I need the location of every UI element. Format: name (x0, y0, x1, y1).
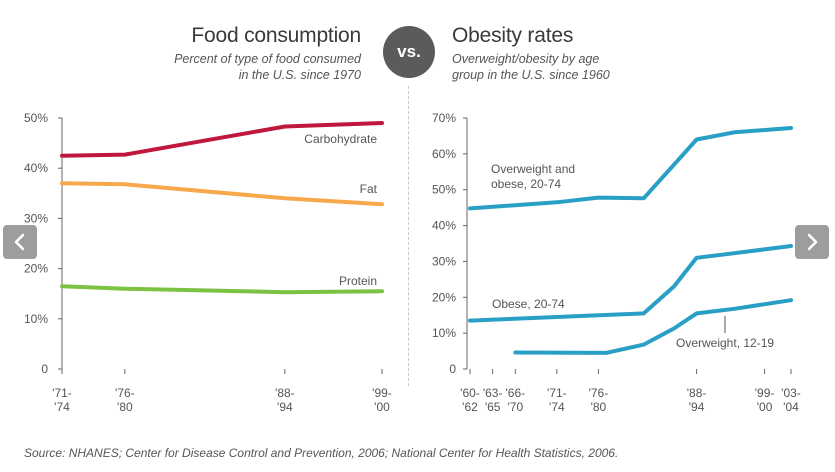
vs-badge: vs. (383, 26, 435, 78)
obesity-y-tick-label: 10% (432, 326, 456, 340)
obesity-series-label: Overweight, 12-19 (676, 336, 774, 350)
food-x-tick-label: '94 (277, 400, 293, 414)
obesity-series-line-2 (468, 244, 793, 323)
right-chart-title: Obesity rates (452, 24, 574, 47)
food-y-tick-label: 20% (24, 262, 48, 276)
obesity-x-tick-label: '62 (462, 400, 478, 414)
obesity-x-tick-label: '80 (591, 400, 607, 414)
obesity-x-tick-label: '94 (689, 400, 705, 414)
left-subtitle-line-1: Percent of type of food consumed (174, 52, 361, 66)
obesity-x-tick-label: '04 (783, 400, 799, 414)
food-y-tick-label: 0 (41, 362, 48, 376)
food-series-line-1 (60, 121, 384, 158)
obesity-chart: 0 10% 20% 30% 40% 50% 60% 70% '60-'62 '63-'65 '66-… (432, 111, 801, 414)
food-y-tick-label: 50% (24, 111, 48, 125)
food-x-tick-label: '80 (117, 400, 133, 414)
food-y-tick-label: 30% (24, 211, 48, 225)
obesity-x-tick-label: '71- (547, 386, 567, 400)
food-series-label: Carbohydrate (304, 132, 377, 146)
next-slide-button[interactable] (795, 225, 829, 259)
food-y-tick-label: 10% (24, 312, 48, 326)
food-x-tick-label: '74 (54, 400, 70, 414)
obesity-y-tick-label: 20% (432, 290, 456, 304)
right-subtitle-line-2: group in the U.S. since 1960 (452, 68, 610, 82)
food-x-tick-label: '76- (115, 386, 135, 400)
chevron-left-icon (14, 233, 25, 251)
food-x-tick-label: '71- (52, 386, 72, 400)
obesity-x-tick-label: '99- (755, 386, 775, 400)
obesity-x-tick-label: '70 (507, 400, 523, 414)
right-chart-subtitle: Overweight/obesity by age group in the U… (452, 51, 672, 83)
obesity-x-tick-label: '74 (549, 400, 565, 414)
obesity-y-tick-label: 0 (449, 362, 456, 376)
food-chart: 0 10% 20% 30% 40% 50% '71-'74 '76-'80 '88-'94 '99… (24, 111, 392, 414)
food-series-line-3 (60, 284, 384, 295)
obesity-series-label: Overweight and (491, 162, 575, 176)
food-series-label: Fat (360, 182, 378, 196)
obesity-x-tick-label: '88- (687, 386, 707, 400)
food-series-line-2 (60, 181, 384, 207)
obesity-y-tick-label: 30% (432, 254, 456, 268)
obesity-y-tick-label: 70% (432, 111, 456, 125)
obesity-x-tick-label: '63- (483, 386, 503, 400)
obesity-series-line-3 (513, 298, 793, 355)
left-subtitle-line-2: in the U.S. since 1970 (238, 68, 361, 82)
obesity-x-tick-label: '65 (485, 400, 501, 414)
left-chart-title: Food consumption (191, 24, 361, 47)
obesity-series-line-1 (468, 126, 793, 211)
source-note: Source: NHANES; Center for Disease Contr… (24, 446, 619, 460)
food-x-tick-label: '88- (275, 386, 295, 400)
obesity-y-tick-label: 60% (432, 147, 456, 161)
food-series-label: Protein (339, 274, 377, 288)
prev-slide-button[interactable] (3, 225, 37, 259)
panel-divider (408, 86, 409, 386)
obesity-series-label: Obese, 20-74 (492, 297, 565, 311)
vs-label: vs. (397, 42, 421, 61)
food-x-tick-label: '99- (372, 386, 392, 400)
right-subtitle-line-1: Overweight/obesity by age (452, 52, 600, 66)
obesity-x-tick-label: '66- (505, 386, 525, 400)
chevron-right-icon (807, 233, 818, 251)
obesity-series-label: obese, 20-74 (491, 177, 561, 191)
obesity-x-tick-label: '00 (757, 400, 773, 414)
obesity-x-tick-label: '60- (460, 386, 480, 400)
obesity-y-tick-label: 50% (432, 183, 456, 197)
left-chart-subtitle: Percent of type of food consumed in the … (101, 51, 361, 83)
obesity-x-tick-label: '76- (589, 386, 609, 400)
food-y-tick-label: 40% (24, 161, 48, 175)
food-x-tick-label: '00 (374, 400, 390, 414)
obesity-x-tick-label: '03- (781, 386, 801, 400)
obesity-y-tick-label: 40% (432, 219, 456, 233)
